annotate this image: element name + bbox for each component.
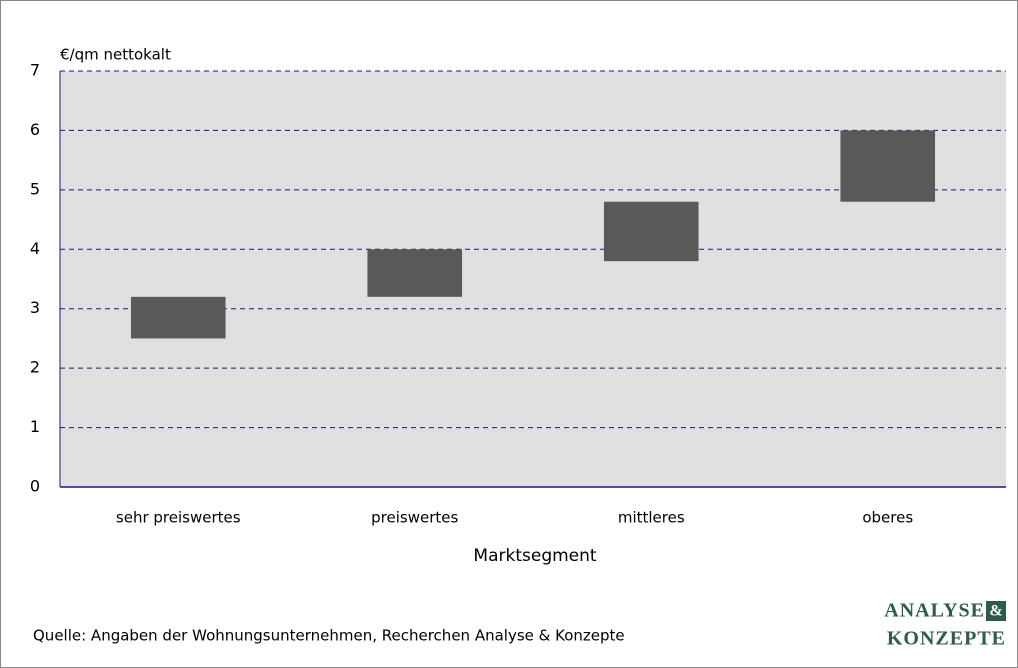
y-tick-label: 5 (30, 179, 40, 198)
logo-box (986, 601, 1006, 621)
y-tick-label: 1 (30, 417, 40, 436)
y-tick-label: 0 (30, 477, 40, 496)
x-tick-label: preiswertes (371, 509, 458, 527)
y-tick-label: 7 (30, 61, 40, 80)
y-tick-label: 2 (30, 358, 40, 377)
y-tick-label: 3 (30, 298, 40, 317)
y-tick-label: 6 (30, 120, 40, 139)
x-axis-label: Marktsegment (473, 546, 596, 566)
logo-line1: ANALYSE (884, 600, 985, 622)
source: Quelle: Angaben der Wohnungsunternehmen,… (33, 627, 625, 645)
y-axis-label: €/qm nettokalt (60, 46, 171, 64)
logo-amp: & (989, 603, 1002, 620)
x-tick-label: sehr preiswertes (116, 509, 241, 527)
bar (130, 296, 226, 339)
bar (603, 201, 699, 262)
bar (367, 249, 463, 297)
x-tick-label: mittleres (618, 509, 685, 527)
y-tick-label: 4 (30, 239, 40, 258)
logo-line2: KONZEPTE (887, 628, 1006, 650)
bar (840, 130, 936, 202)
x-tick-label: oberes (862, 509, 913, 527)
